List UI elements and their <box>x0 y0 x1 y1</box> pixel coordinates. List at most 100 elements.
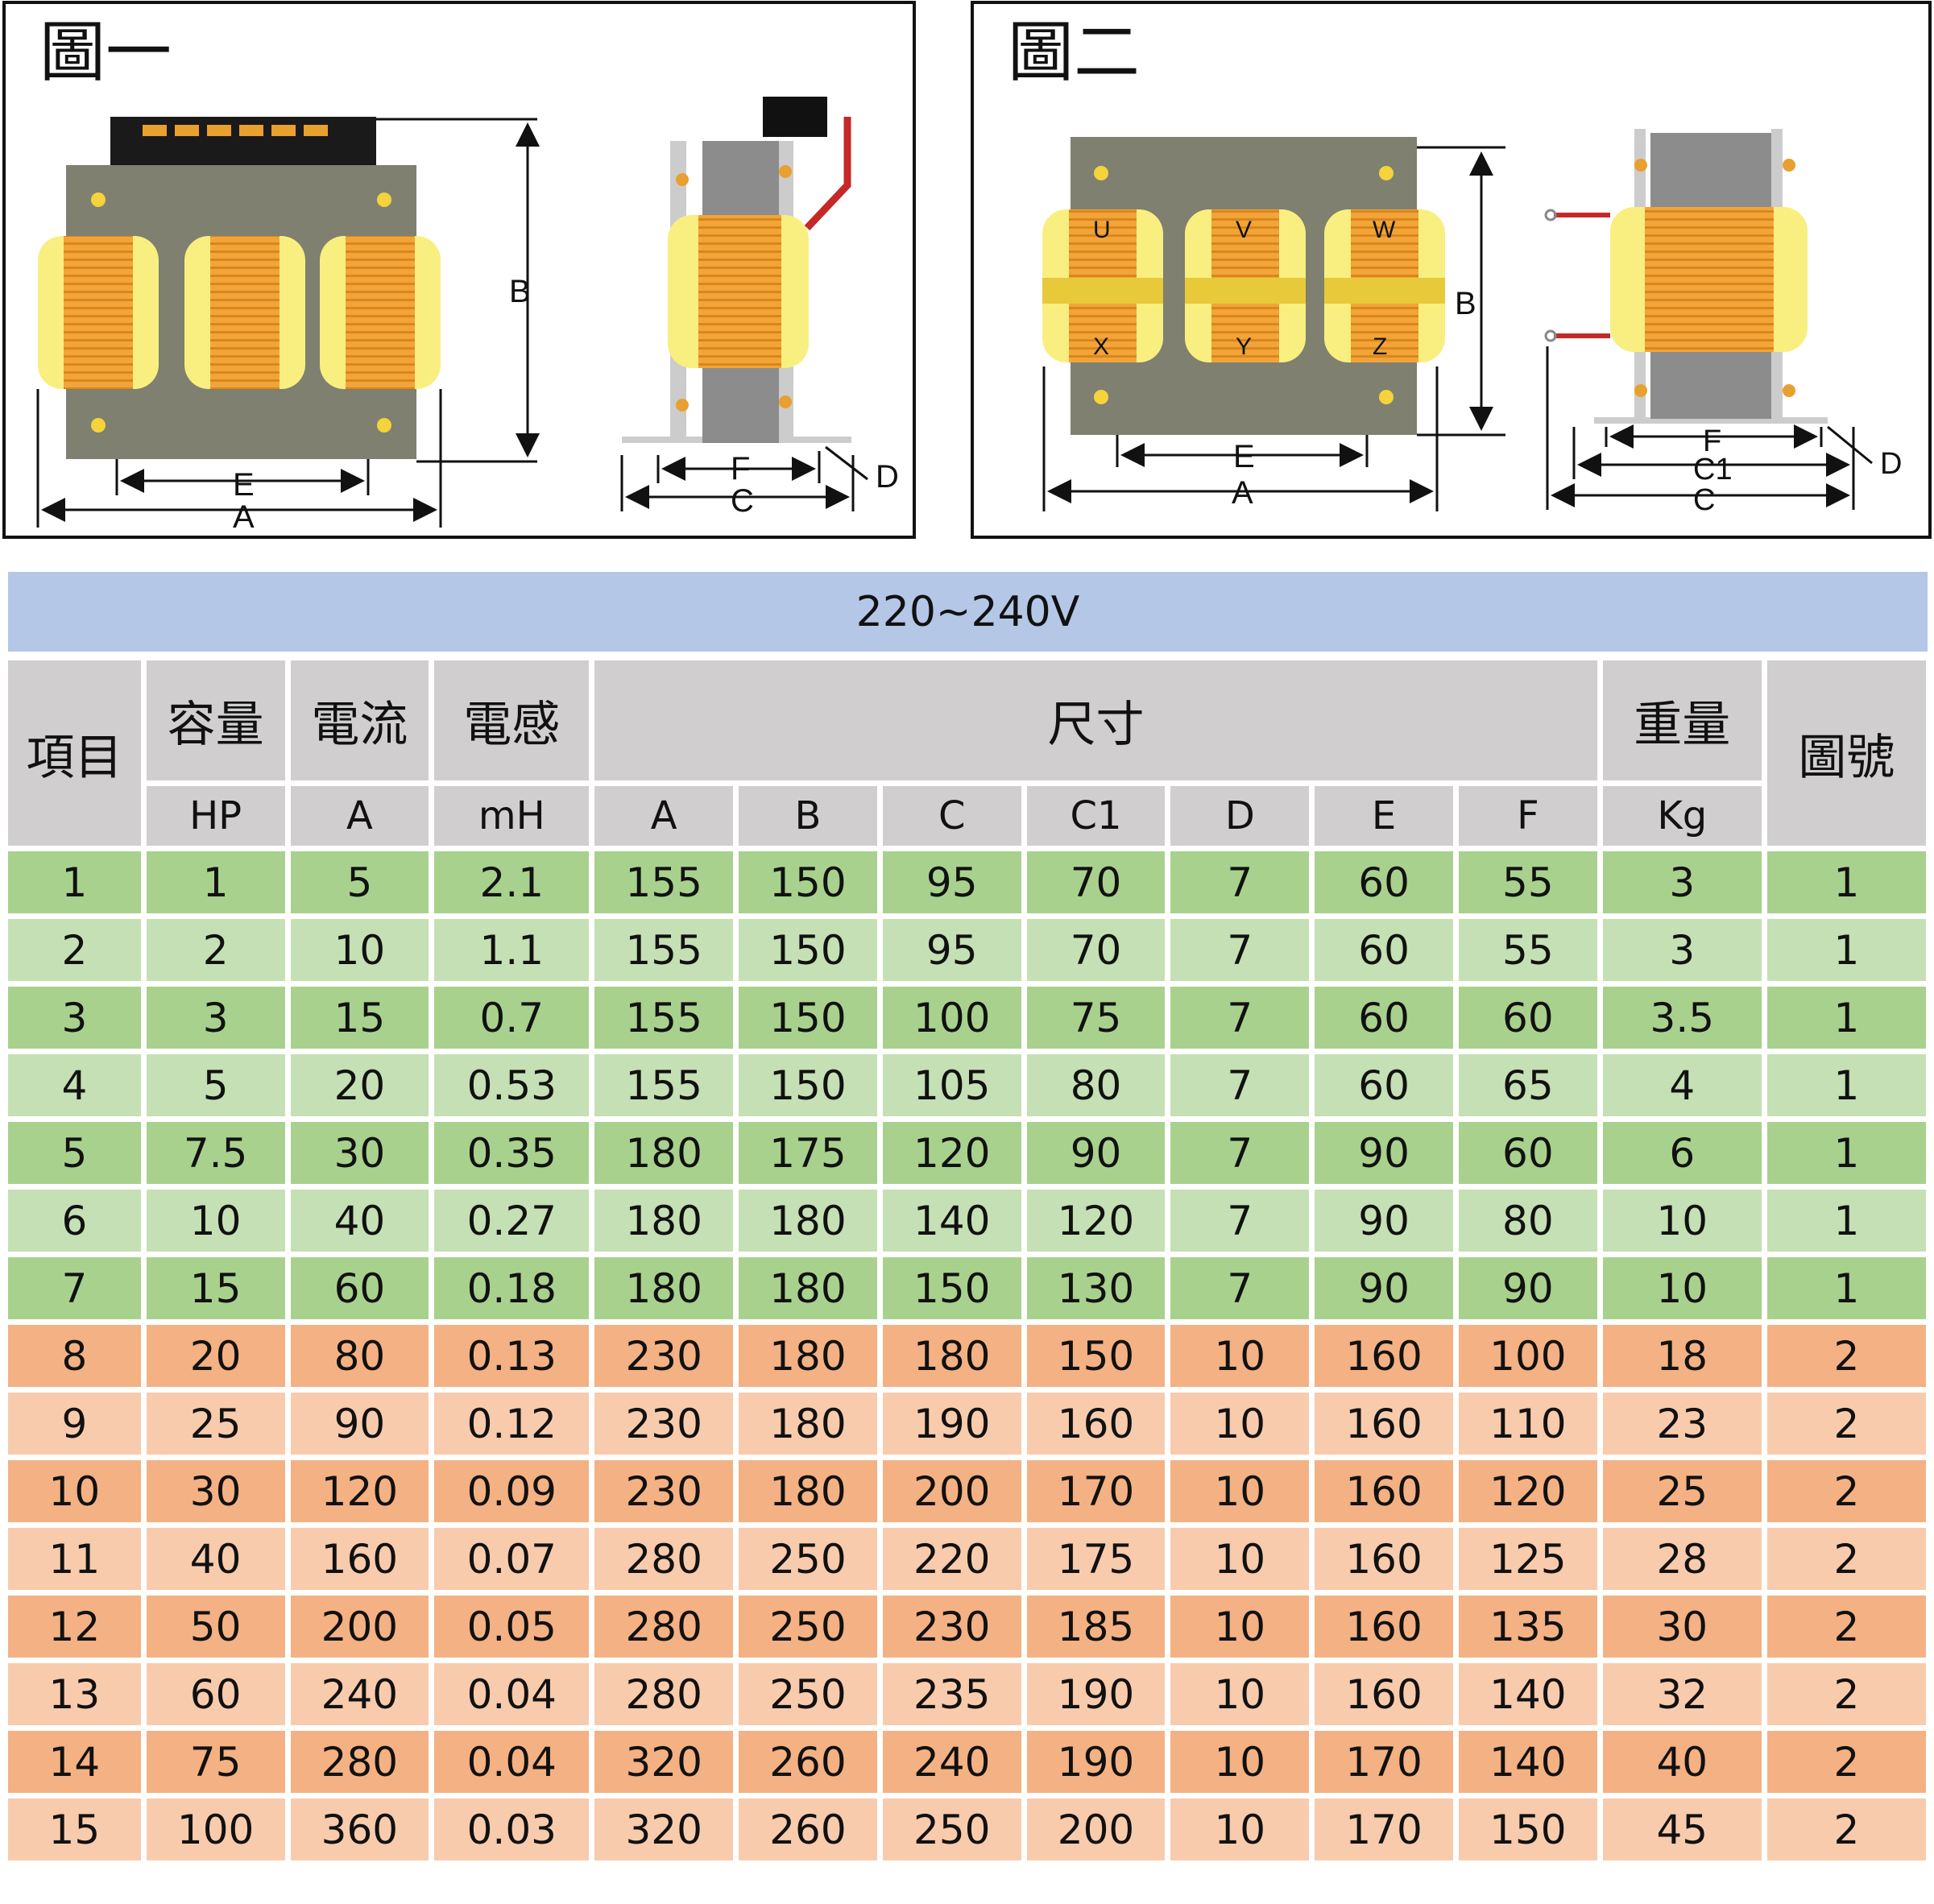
table-cell: 5 <box>290 851 429 913</box>
table-cell: 0.53 <box>434 1054 590 1116</box>
table-cell: 40 <box>146 1528 285 1590</box>
table-cell: 60 <box>1315 1054 1453 1116</box>
table-cell: 220 <box>882 1528 1021 1590</box>
table-cell: 7.5 <box>146 1122 285 1184</box>
table-cell: 200 <box>290 1596 429 1658</box>
table-cell: 135 <box>1458 1596 1597 1658</box>
table-cell: 0.07 <box>434 1528 590 1590</box>
table-cell: 0.04 <box>434 1663 590 1725</box>
header-capacity: 容量 <box>146 660 285 780</box>
table-cell: 170 <box>1315 1731 1453 1793</box>
table-cell: 230 <box>594 1325 734 1387</box>
dim-b-label: B <box>1455 286 1476 321</box>
table-row: 15 100 360 0.03 320 260 250 200 10 170 150 45 2 <box>8 1798 1926 1861</box>
table-cell: 90 <box>290 1393 429 1455</box>
dim-e-label: E <box>1233 439 1255 474</box>
table-cell: 100 <box>882 987 1021 1049</box>
terminal-block <box>110 117 376 167</box>
table-cell: 2 <box>1766 1528 1926 1590</box>
table-cell: 1.1 <box>434 919 590 981</box>
table-cell: 10 <box>1170 1325 1310 1387</box>
table-cell: 200 <box>882 1460 1021 1522</box>
table-cell: 360 <box>290 1798 429 1861</box>
table-cell: 0.13 <box>434 1325 590 1387</box>
dim-f-label: F <box>1703 424 1721 458</box>
table-cell: 180 <box>882 1325 1021 1387</box>
table-cell: 55 <box>1458 851 1597 913</box>
table-cell: 65 <box>1458 1054 1597 1116</box>
table-cell: 160 <box>1315 1596 1453 1658</box>
unit-cell: F <box>1458 786 1597 846</box>
core-top <box>66 165 416 231</box>
table-row: 10 30 120 0.09 230 180 200 170 10 160 120 25 2 <box>8 1460 1926 1522</box>
table-cell: 0.27 <box>434 1190 590 1252</box>
table-cell: 155 <box>594 851 734 913</box>
table-cell: 250 <box>739 1596 877 1658</box>
table-cell: 45 <box>1602 1798 1762 1861</box>
unit-cell: C <box>882 786 1021 846</box>
table-cell: 5 <box>146 1054 285 1116</box>
table-cell: 60 <box>1458 1122 1597 1184</box>
table-cell: 160 <box>290 1528 429 1590</box>
table-cell: 160 <box>1026 1393 1166 1455</box>
table-cell: 1 <box>8 851 141 913</box>
table-cell: 1 <box>1766 1122 1926 1184</box>
table-cell: 2 <box>1766 1663 1926 1725</box>
header-inductance: 電感 <box>434 660 590 780</box>
table-cell: 100 <box>1458 1325 1597 1387</box>
table-cell: 0.35 <box>434 1122 590 1184</box>
table-cell: 120 <box>882 1122 1021 1184</box>
table-cell: 150 <box>1026 1325 1166 1387</box>
table-cell: 2 <box>1766 1393 1926 1455</box>
table-cell: 1 <box>146 851 285 913</box>
table-cell: 230 <box>594 1393 734 1455</box>
table-cell: 7 <box>8 1257 141 1319</box>
table-cell: 80 <box>290 1325 429 1387</box>
table-cell: 1 <box>1766 1054 1926 1116</box>
core-bottom <box>66 393 416 459</box>
table-cell: 2 <box>1766 1798 1926 1861</box>
table-cell: 120 <box>1026 1190 1166 1252</box>
table-cell: 175 <box>1026 1528 1166 1590</box>
table-cell: 150 <box>882 1257 1021 1319</box>
table-cell: 0.05 <box>434 1596 590 1658</box>
table-cell: 130 <box>1026 1257 1166 1319</box>
unit-cell: HP <box>146 786 285 846</box>
table-cell: 10 <box>1170 1528 1310 1590</box>
table-cell: 200 <box>1026 1798 1166 1861</box>
table-cell: 2 <box>1766 1325 1926 1387</box>
table-cell: 150 <box>739 1054 877 1116</box>
table-cell: 18 <box>1602 1325 1762 1387</box>
table-cell: 3.5 <box>1602 987 1762 1049</box>
side-terminal <box>763 97 827 137</box>
coil-label-z: Z <box>1373 333 1387 360</box>
dim-e-label: E <box>233 467 255 503</box>
dim-d-label: D <box>876 459 899 495</box>
table-cell: 180 <box>739 1460 877 1522</box>
table-cell: 32 <box>1602 1663 1762 1725</box>
coils <box>1042 209 1445 362</box>
table-cell: 175 <box>739 1122 877 1184</box>
header-current: 電流 <box>290 660 429 780</box>
table-cell: 30 <box>290 1122 429 1184</box>
table-cell: 15 <box>8 1798 141 1861</box>
table-row: 3 3 15 0.7 155 150 100 75 7 60 60 3.5 1 <box>8 987 1926 1049</box>
table-cell: 0.03 <box>434 1798 590 1861</box>
table-cell: 1 <box>1766 987 1926 1049</box>
table-cell: 55 <box>1458 919 1597 981</box>
table-cell: 12 <box>8 1596 141 1658</box>
table-cell: 9 <box>8 1393 141 1455</box>
coil-label-y: Y <box>1236 333 1252 360</box>
table-cell: 60 <box>290 1257 429 1319</box>
table-cell: 0.18 <box>434 1257 590 1319</box>
table-cell: 150 <box>739 851 877 913</box>
table-cell: 7 <box>1170 1122 1310 1184</box>
table-cell: 3 <box>146 987 285 1049</box>
table-row: 13 60 240 0.04 280 250 235 190 10 160 140 32 2 <box>8 1663 1926 1725</box>
table-cell: 80 <box>1026 1054 1166 1116</box>
unit-cell: mH <box>434 786 590 846</box>
table-cell: 160 <box>1315 1663 1453 1725</box>
table-cell: 235 <box>882 1663 1021 1725</box>
dim-f-label: F <box>731 451 750 486</box>
spec-table-body: 1 1 5 2.1 155 150 95 70 7 60 55 3 1 2 2 10 1.1 155 150 95 70… <box>8 851 1926 1861</box>
